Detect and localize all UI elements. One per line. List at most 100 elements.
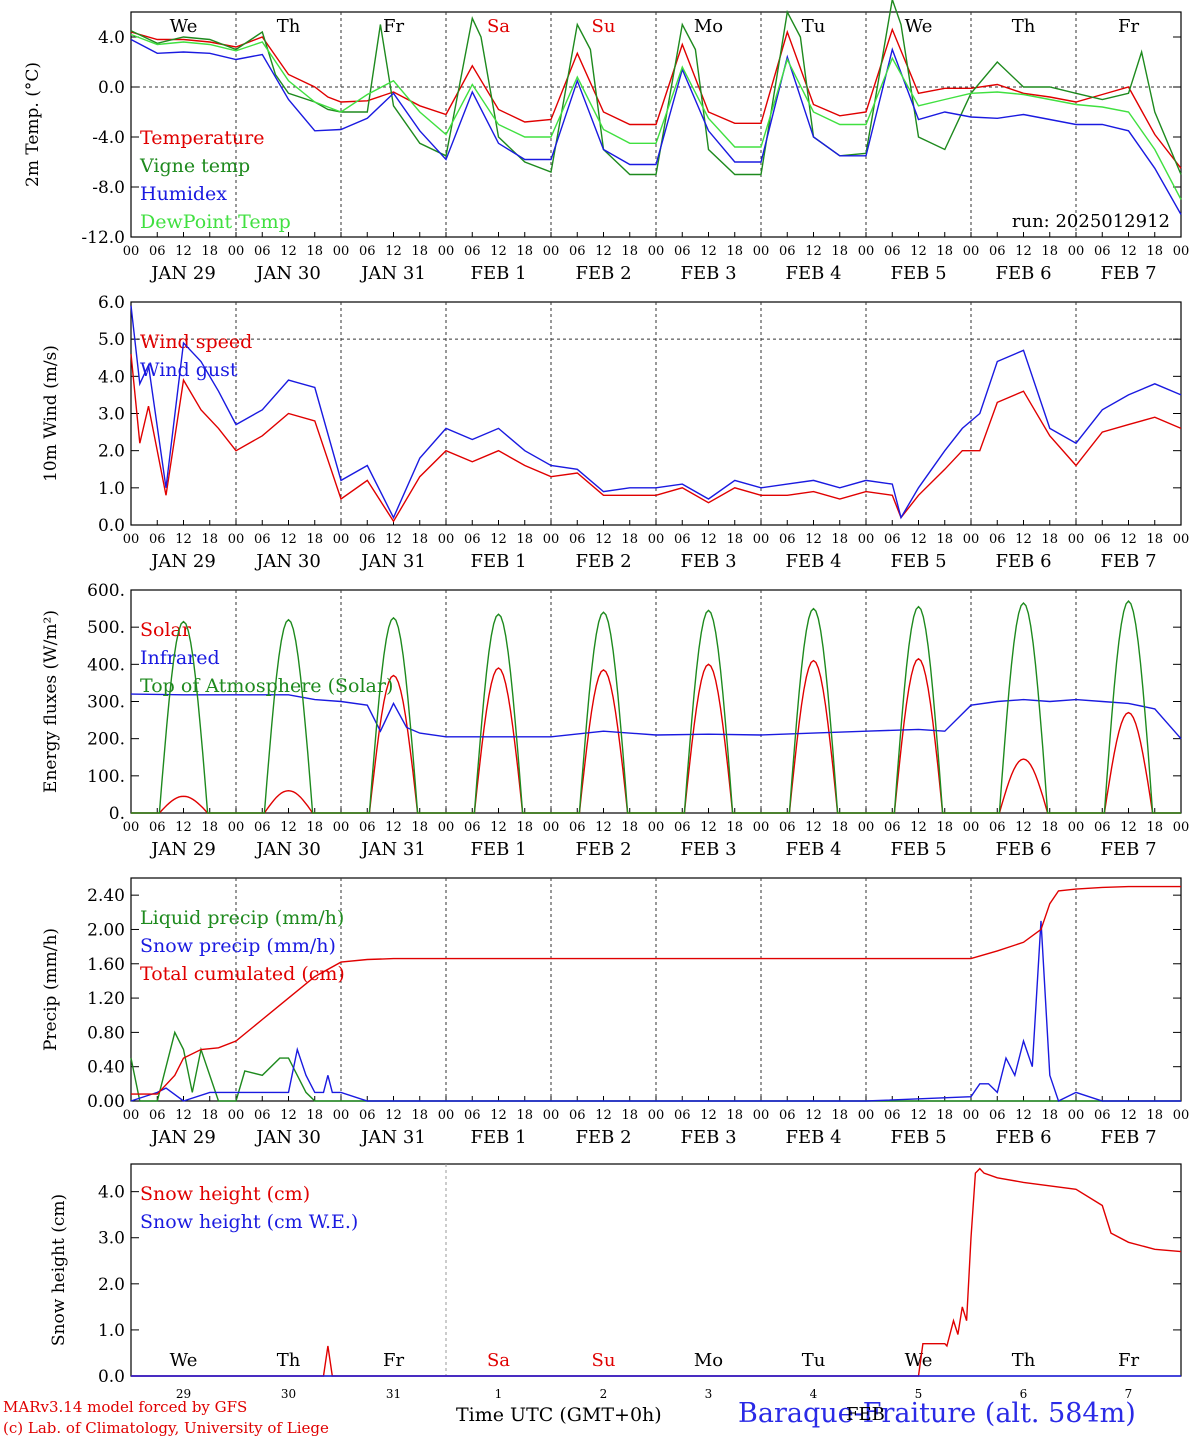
day-number-label: 3 [705,1387,713,1401]
x-tick-label: 12 [175,244,192,259]
y-tick-label: 1.60 [87,955,125,975]
y-axis-label: Precip (mm/h) [41,928,61,1051]
x-tick-label: 06 [254,532,271,547]
x-tick-label: 06 [149,820,166,835]
legend-entry: Total cumulated (cm) [140,963,345,985]
time-axis-label: Time UTC (GMT+0h) [456,1404,662,1426]
y-tick-label: 3.0 [98,405,125,425]
x-tick-label: 06 [779,1108,796,1123]
x-tick-label: 00 [438,820,455,835]
date-label: FEB 2 [575,551,631,572]
x-tick-label: 06 [569,532,586,547]
x-tick-label: 18 [831,1108,848,1123]
y-axis-label: Energy fluxes (W/m²) [41,610,61,793]
x-tick-label: 00 [333,532,350,547]
y-tick-label: 100. [87,767,125,787]
x-tick-label: 00 [1068,820,1085,835]
x-tick-label: 06 [1094,244,1111,259]
series-line-red [131,885,1181,1095]
x-tick-label: 06 [359,244,376,259]
y-tick-label: 0.40 [87,1058,125,1078]
date-label: FEB 1 [470,263,526,284]
x-tick-label: 00 [438,1108,455,1123]
x-tick-label: 18 [936,532,953,547]
weekday-label: Th [277,1350,301,1371]
y-tick-label: 1.20 [87,989,125,1009]
y-tick-label: 3.0 [98,1229,125,1249]
date-label: JAN 29 [149,263,216,284]
series-line-blue [130,38,1182,215]
x-tick-label: 06 [149,532,166,547]
x-tick-label: 00 [1068,244,1085,259]
legend-entry: Solar [140,619,192,641]
x-tick-label: 06 [569,244,586,259]
x-tick-label: 00 [858,244,875,259]
series-line-darkgreen [131,600,1181,814]
x-tick-label: 00 [858,1108,875,1123]
x-tick-label: 18 [1041,244,1058,259]
x-tick-label: 18 [516,532,533,547]
x-tick-label: 12 [490,1108,507,1123]
day-number-label: 2 [600,1387,608,1401]
x-tick-label: 06 [1094,532,1111,547]
y-tick-label: 2.40 [87,886,125,906]
x-tick-label: 18 [306,244,323,259]
date-label: FEB 4 [785,551,841,572]
x-tick-label: 18 [1041,820,1058,835]
x-tick-label: 00 [123,532,140,547]
x-tick-label: 18 [831,244,848,259]
x-tick-label: 12 [490,820,507,835]
x-tick-label: 18 [201,244,218,259]
y-tick-label: 300. [87,693,125,713]
x-tick-label: 06 [779,532,796,547]
x-tick-label: 18 [201,532,218,547]
x-tick-label: 06 [464,1108,481,1123]
x-tick-label: 06 [1094,1108,1111,1123]
day-number-label: 4 [810,1387,818,1401]
x-tick-label: 06 [884,244,901,259]
x-tick-label: 18 [516,820,533,835]
x-tick-label: 00 [228,532,245,547]
date-label: FEB 2 [575,839,631,860]
x-tick-label: 06 [884,1108,901,1123]
x-tick-label: 06 [149,1108,166,1123]
legend-entry: Temperature [140,127,264,149]
x-tick-label: 00 [333,1108,350,1123]
x-tick-label: 12 [385,532,402,547]
x-tick-label: 00 [1173,820,1190,835]
x-tick-label: 12 [1120,1108,1137,1123]
y-tick-label: 1.0 [98,479,125,499]
x-tick-label: 00 [648,244,665,259]
x-tick-label: 00 [1173,532,1190,547]
date-label: FEB 4 [785,1127,841,1148]
date-label: FEB 3 [680,839,736,860]
x-tick-label: 12 [700,244,717,259]
plot-frame [130,589,1182,814]
legend-entry: Wind speed [140,331,252,353]
y-tick-label: 500. [87,618,125,638]
weekday-label: We [170,1350,198,1371]
x-tick-label: 18 [936,244,953,259]
x-tick-label: 06 [989,1108,1006,1123]
date-label: FEB 5 [890,839,946,860]
weekday-label: We [905,16,933,37]
x-tick-label: 12 [490,532,507,547]
x-tick-label: 18 [1146,1108,1163,1123]
x-tick-label: 12 [910,244,927,259]
x-tick-label: 12 [175,820,192,835]
x-tick-label: 18 [726,1108,743,1123]
x-tick-label: 18 [201,820,218,835]
x-tick-label: 12 [805,1108,822,1123]
weekday-label: Tu [802,1350,826,1371]
x-tick-label: 00 [543,1108,560,1123]
weekday-label: Fr [1118,16,1139,37]
x-tick-label: 12 [700,532,717,547]
date-label: FEB 3 [680,1127,736,1148]
x-tick-label: 00 [543,532,560,547]
day-number-label: 7 [1125,1387,1133,1401]
y-tick-label: 200. [87,730,125,750]
weekday-label: Fr [383,16,404,37]
legend-entry: Wind gust [140,359,238,381]
x-tick-label: 00 [543,244,560,259]
y-tick-label: 0. [109,804,125,824]
